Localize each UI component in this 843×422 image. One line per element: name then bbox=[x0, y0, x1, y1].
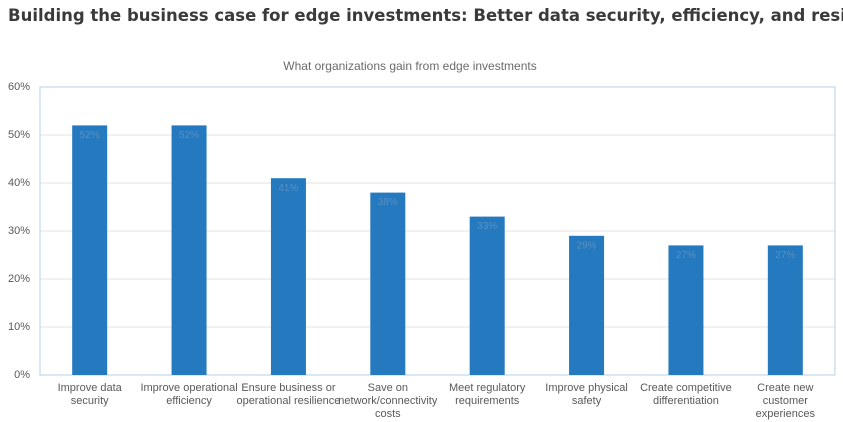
y-tick-label: 0% bbox=[14, 369, 30, 381]
x-tick-label: Improve operational efficiency bbox=[140, 382, 238, 407]
bar bbox=[668, 245, 704, 375]
y-tick-label: 30% bbox=[8, 225, 30, 237]
chart-subtitle: What organizations gain from edge invest… bbox=[283, 59, 536, 73]
data-label: 27% bbox=[775, 250, 795, 261]
bar bbox=[469, 216, 505, 375]
x-tick-label: Improve data security bbox=[57, 382, 122, 407]
y-tick-label: 50% bbox=[8, 129, 30, 141]
bar bbox=[767, 245, 803, 375]
bar bbox=[569, 235, 605, 375]
chart-title: Building the business case for edge inve… bbox=[8, 6, 843, 25]
data-label: 33% bbox=[477, 221, 497, 232]
data-label: 52% bbox=[80, 130, 100, 141]
data-label: 29% bbox=[577, 240, 597, 251]
y-tick-label: 40% bbox=[8, 177, 30, 189]
x-tick-label: Meet regulatory requirements bbox=[448, 382, 526, 407]
x-tick-label: Save on network/connectivity costs bbox=[338, 382, 438, 420]
data-label: 52% bbox=[179, 130, 199, 141]
y-tick-label: 10% bbox=[8, 321, 30, 333]
data-label: 41% bbox=[278, 183, 298, 194]
data-label: 27% bbox=[676, 250, 696, 261]
bar bbox=[171, 125, 207, 376]
bar bbox=[370, 192, 406, 375]
y-tick-label: 60% bbox=[8, 81, 30, 93]
data-label: 38% bbox=[378, 197, 398, 208]
x-tick-label: Create competitive differentiation bbox=[640, 382, 732, 407]
x-tick-label: Improve physical safety bbox=[545, 382, 628, 407]
bar bbox=[270, 178, 306, 375]
bar bbox=[72, 125, 108, 376]
plot-border bbox=[39, 86, 836, 376]
x-tick-label: Create new customer experiences bbox=[755, 382, 815, 420]
x-tick-label: Ensure business or operational resilienc… bbox=[236, 382, 341, 407]
y-tick-label: 20% bbox=[8, 273, 30, 285]
